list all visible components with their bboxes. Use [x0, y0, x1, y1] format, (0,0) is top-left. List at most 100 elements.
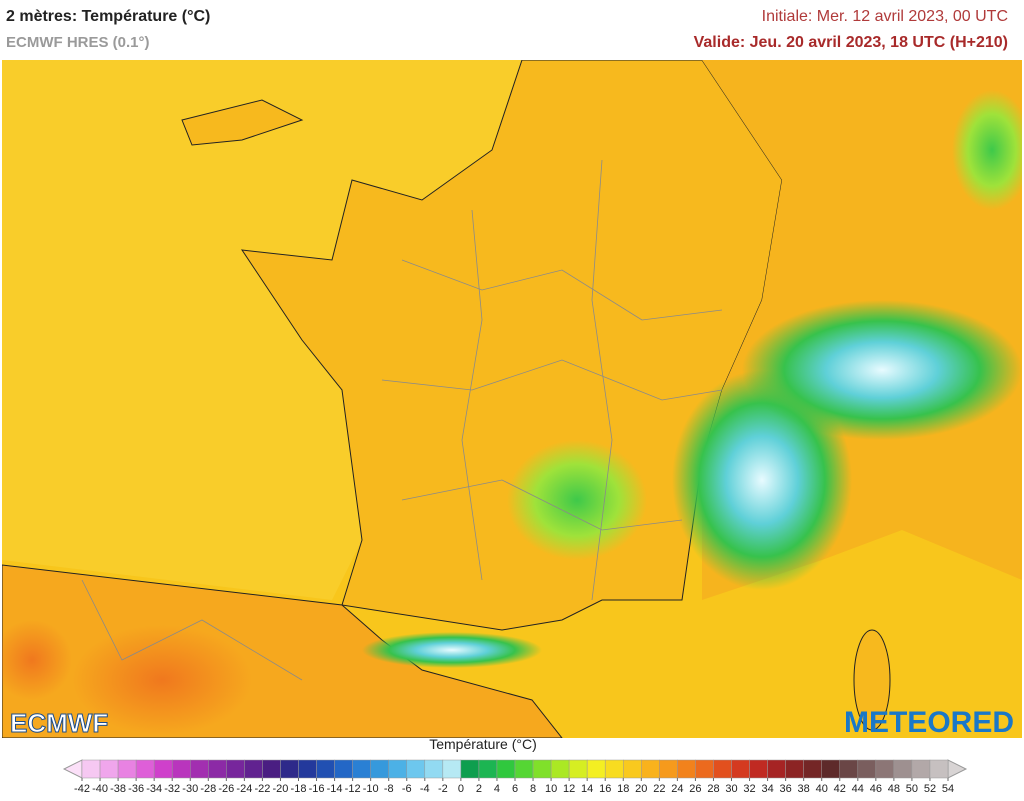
colorbar-swatch	[99, 759, 119, 779]
colorbar-swatch	[514, 759, 534, 779]
colorbar: Température (°C) -42 -40 -38 -36 -34 -32 -30 -2…	[62, 738, 968, 795]
colorbar-swatch	[821, 759, 840, 779]
england-coast	[181, 99, 304, 146]
colorbar-tick-label: 28	[707, 783, 719, 795]
colorbar-swatch	[460, 759, 480, 779]
colorbar-tick-label: 50	[906, 783, 918, 795]
colorbar-swatch	[81, 759, 101, 779]
colorbar-tick-label: -4	[420, 783, 430, 795]
colorbar-swatch	[893, 759, 913, 779]
colorbar-swatch	[929, 759, 949, 779]
colorbar-swatch	[695, 759, 714, 779]
colorbar-tick-label: -8	[384, 783, 394, 795]
colorbar-tick-label: 6	[512, 783, 518, 795]
model-name: ECMWF HRES (0.1°)	[6, 34, 150, 51]
colorbar-swatch	[226, 759, 245, 779]
colorbar-swatch	[370, 759, 389, 779]
colorbar-tick-label: -24	[236, 783, 252, 795]
colorbar-swatch	[623, 759, 642, 779]
colorbar-swatch	[478, 759, 498, 779]
colorbar-tick-label: 14	[581, 783, 593, 795]
cool-north-east	[952, 90, 1022, 210]
colorbar-tick-label: 36	[780, 783, 792, 795]
colorbar-tick-label: -12	[345, 783, 361, 795]
colorbar-tick-label: 24	[671, 783, 683, 795]
logo-meteored: METEORED	[844, 706, 1014, 738]
colorbar-swatch	[568, 759, 588, 779]
colorbar-swatch	[442, 759, 462, 779]
corsica	[853, 629, 891, 731]
colorbar-swatch	[496, 759, 516, 779]
map-title: 2 mètres: Température (°C)	[6, 8, 211, 25]
colorbar-tick-label: 32	[743, 783, 755, 795]
colorbar-swatch	[713, 759, 732, 779]
colorbar-swatch	[352, 759, 371, 779]
colorbar-tick-label: -36	[128, 783, 144, 795]
colorbar-swatch	[171, 759, 191, 779]
colorbar-swatch	[785, 759, 804, 779]
colorbar-swatch	[875, 759, 895, 779]
logo-ecmwf: ECMWF	[10, 708, 108, 738]
colorbar-swatch	[424, 759, 444, 779]
atlantic	[2, 60, 522, 600]
colorbar-swatch	[749, 759, 768, 779]
colorbar-tick-label: 18	[617, 783, 629, 795]
colorbar-tick-label: -18	[291, 783, 307, 795]
colorbar-tick-label: -14	[327, 783, 343, 795]
colorbar-swatch	[677, 759, 696, 779]
pyrenees	[362, 632, 542, 668]
borders	[81, 159, 723, 681]
colorbar-tick-label: -42	[74, 783, 90, 795]
colorbar-swatch	[262, 759, 281, 779]
colorbar-swatch	[911, 759, 931, 779]
colorbar-swatch	[641, 759, 660, 779]
colorbar-tick-label: -20	[273, 783, 289, 795]
colorbar-swatch	[550, 759, 570, 779]
massif-central	[507, 440, 647, 560]
colorbar-tick-label: 40	[816, 783, 828, 795]
colorbar-swatch	[135, 759, 155, 779]
colorbar-tick-label: -28	[200, 783, 216, 795]
colorbar-tick-label: -22	[254, 783, 270, 795]
colorbar-swatch	[190, 759, 209, 779]
colorbar-swatch	[532, 759, 552, 779]
colorbar-tick-label: 16	[599, 783, 611, 795]
colorbar-tick-label: 48	[888, 783, 900, 795]
colorbar-swatch	[334, 759, 353, 779]
colorbar-tick-label: 10	[545, 783, 557, 795]
colorbar-tick-label: 8	[530, 783, 536, 795]
colorbar-tick-label: 30	[725, 783, 737, 795]
colorbar-tick-label: -2	[438, 783, 448, 795]
colorbar-tick-label: 38	[798, 783, 810, 795]
colorbar-tick-label: -16	[309, 783, 325, 795]
colorbar-label: Température (°C)	[429, 738, 537, 752]
colorbar-tick-label: 2	[476, 783, 482, 795]
colorbar-tick-label: 26	[689, 783, 701, 795]
france-land	[240, 60, 783, 631]
colorbar-tick-label: 44	[852, 783, 864, 795]
colorbar-tick-label: 42	[834, 783, 846, 795]
colorbar-swatch	[586, 759, 606, 779]
colorbar-tick-label: 12	[563, 783, 575, 795]
colorbar-tick-label: 52	[924, 783, 936, 795]
colorbar-swatch	[244, 759, 263, 779]
colorbar-swatch	[406, 759, 426, 779]
colorbar-swatch	[767, 759, 786, 779]
colorbar-tick-label: -40	[92, 783, 108, 795]
colorbar-tick-label: 0	[458, 783, 464, 795]
map: ECMWF METEORED	[2, 60, 1022, 738]
colorbar-tick-label: -34	[146, 783, 162, 795]
initial-time: Initiale: Mer. 12 avril 2023, 00 UTC	[761, 8, 1008, 25]
colorbar-swatch	[839, 759, 859, 779]
colorbar-tick-label: 46	[870, 783, 882, 795]
colorbar-swatch	[388, 759, 408, 779]
colorbar-tick-label: 20	[635, 783, 647, 795]
colorbar-tick-label: 54	[942, 783, 954, 795]
warm-spain	[2, 620, 72, 700]
colorbar-tick-label: -26	[218, 783, 234, 795]
colorbar-swatch	[280, 759, 299, 779]
colorbar-tick-label: 34	[761, 783, 773, 795]
colorbar-tick-label: -10	[363, 783, 379, 795]
colorbar-tick-label: -30	[182, 783, 198, 795]
